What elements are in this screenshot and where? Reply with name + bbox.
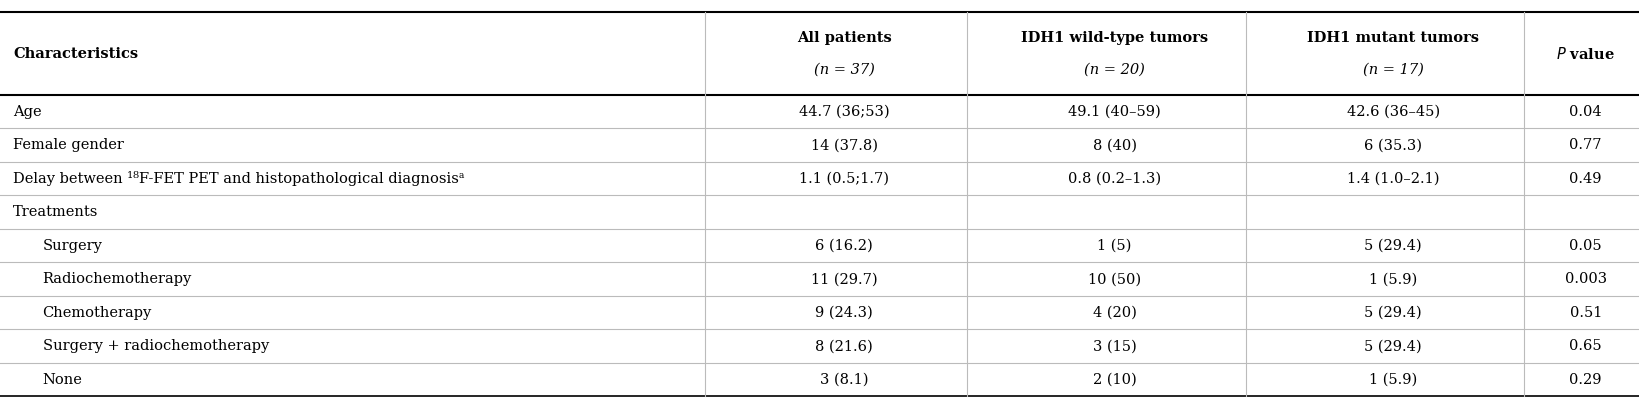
Text: (n = 37): (n = 37) bbox=[813, 62, 875, 76]
Text: 8 (21.6): 8 (21.6) bbox=[815, 339, 874, 353]
Text: 44.7 (36;53): 44.7 (36;53) bbox=[798, 105, 890, 119]
Text: 2 (10): 2 (10) bbox=[1093, 373, 1136, 387]
Text: 1 (5.9): 1 (5.9) bbox=[1369, 373, 1418, 387]
Text: Age: Age bbox=[13, 105, 41, 119]
Text: Radiochemotherapy: Radiochemotherapy bbox=[43, 272, 192, 286]
Text: Treatments: Treatments bbox=[13, 205, 98, 219]
Text: 5 (29.4): 5 (29.4) bbox=[1364, 239, 1423, 253]
Text: 42.6 (36–45): 42.6 (36–45) bbox=[1347, 105, 1439, 119]
Text: 8 (40): 8 (40) bbox=[1093, 138, 1136, 152]
Text: 6 (35.3): 6 (35.3) bbox=[1364, 138, 1423, 152]
Text: 5 (29.4): 5 (29.4) bbox=[1364, 339, 1423, 353]
Text: None: None bbox=[43, 373, 82, 387]
Text: 14 (37.8): 14 (37.8) bbox=[811, 138, 877, 152]
Text: Delay between ¹⁸F-FET PET and histopathological diagnosisᵃ: Delay between ¹⁸F-FET PET and histopatho… bbox=[13, 171, 464, 186]
Text: IDH1 wild-type tumors: IDH1 wild-type tumors bbox=[1021, 31, 1208, 45]
Text: 11 (29.7): 11 (29.7) bbox=[811, 272, 877, 286]
Text: 0.8 (0.2–1.3): 0.8 (0.2–1.3) bbox=[1069, 172, 1160, 186]
Text: 0.05: 0.05 bbox=[1570, 239, 1601, 253]
Text: 0.49: 0.49 bbox=[1570, 172, 1601, 186]
Text: Surgery: Surgery bbox=[43, 239, 103, 253]
Text: 5 (29.4): 5 (29.4) bbox=[1364, 306, 1423, 320]
Text: 1.4 (1.0–2.1): 1.4 (1.0–2.1) bbox=[1347, 172, 1439, 186]
Text: 0.04: 0.04 bbox=[1570, 105, 1601, 119]
Text: 0.65: 0.65 bbox=[1570, 339, 1601, 353]
Text: 1 (5.9): 1 (5.9) bbox=[1369, 272, 1418, 286]
Text: Characteristics: Characteristics bbox=[13, 47, 138, 61]
Text: $\it{P}$ value: $\it{P}$ value bbox=[1557, 46, 1614, 62]
Text: IDH1 mutant tumors: IDH1 mutant tumors bbox=[1308, 31, 1478, 45]
Text: 10 (50): 10 (50) bbox=[1088, 272, 1141, 286]
Text: 0.77: 0.77 bbox=[1570, 138, 1601, 152]
Text: 9 (24.3): 9 (24.3) bbox=[815, 306, 874, 320]
Text: 0.29: 0.29 bbox=[1570, 373, 1601, 387]
Text: 0.51: 0.51 bbox=[1570, 306, 1601, 320]
Text: (n = 17): (n = 17) bbox=[1362, 62, 1424, 76]
Text: (n = 20): (n = 20) bbox=[1083, 62, 1146, 76]
Text: 1 (5): 1 (5) bbox=[1098, 239, 1131, 253]
Text: 6 (16.2): 6 (16.2) bbox=[815, 239, 874, 253]
Text: 4 (20): 4 (20) bbox=[1093, 306, 1136, 320]
Text: Female gender: Female gender bbox=[13, 138, 125, 152]
Text: 1.1 (0.5;1.7): 1.1 (0.5;1.7) bbox=[800, 172, 888, 186]
Text: 49.1 (40–59): 49.1 (40–59) bbox=[1069, 105, 1160, 119]
Text: All patients: All patients bbox=[797, 31, 892, 45]
Text: Chemotherapy: Chemotherapy bbox=[43, 306, 152, 320]
Text: Surgery + radiochemotherapy: Surgery + radiochemotherapy bbox=[43, 339, 269, 353]
Text: 3 (8.1): 3 (8.1) bbox=[820, 373, 869, 387]
Text: 3 (15): 3 (15) bbox=[1093, 339, 1136, 353]
Text: 0.003: 0.003 bbox=[1565, 272, 1606, 286]
